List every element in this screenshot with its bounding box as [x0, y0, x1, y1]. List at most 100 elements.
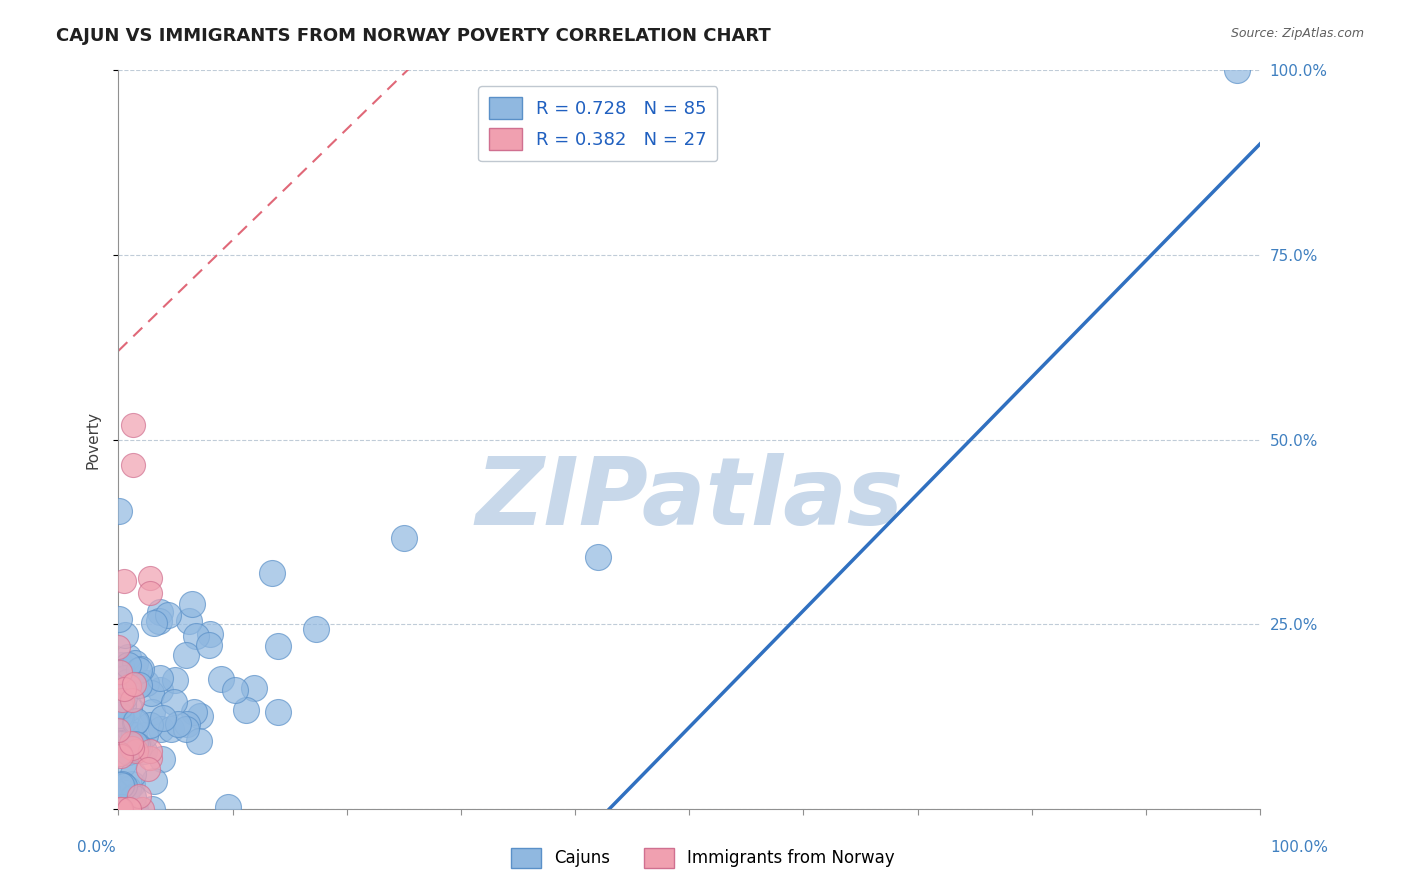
Point	[124, 802, 146, 816]
Point	[129, 662, 152, 676]
Point	[108, 707, 131, 722]
Point	[121, 693, 143, 707]
Point	[156, 607, 179, 622]
Point	[131, 802, 153, 816]
Point	[121, 776, 143, 790]
Point	[184, 629, 207, 643]
Point	[148, 614, 170, 628]
Point	[134, 728, 156, 742]
Point	[108, 747, 131, 761]
Point	[112, 574, 135, 589]
Point	[121, 740, 143, 755]
Point	[118, 802, 141, 816]
Point	[174, 648, 197, 662]
Point	[224, 682, 246, 697]
Y-axis label: Poverty: Poverty	[86, 410, 100, 468]
Point	[149, 671, 172, 685]
Point	[107, 723, 129, 737]
Point	[138, 585, 160, 599]
Point	[586, 549, 609, 564]
Point	[117, 650, 139, 665]
Point	[128, 789, 150, 804]
Point	[1226, 63, 1249, 78]
Point	[122, 728, 145, 742]
Point	[138, 750, 160, 764]
Point	[110, 802, 132, 816]
Point	[141, 802, 163, 816]
Point	[134, 744, 156, 758]
Point	[125, 739, 148, 753]
Point	[112, 779, 135, 793]
Point	[150, 752, 173, 766]
Point	[110, 699, 132, 714]
Point	[183, 705, 205, 719]
Point	[262, 566, 284, 580]
Point	[177, 614, 200, 628]
Point	[152, 711, 174, 725]
Point	[167, 717, 190, 731]
Point	[111, 777, 134, 791]
Point	[198, 639, 221, 653]
Point	[141, 686, 163, 700]
Point	[200, 626, 222, 640]
Point	[150, 722, 173, 736]
Point	[128, 739, 150, 754]
Point	[114, 671, 136, 685]
Point	[117, 700, 139, 714]
Point	[107, 640, 129, 655]
Point	[124, 715, 146, 730]
Point	[136, 762, 159, 776]
Point	[121, 789, 143, 804]
Point	[209, 673, 232, 687]
Point	[138, 718, 160, 732]
Point	[112, 682, 135, 697]
Point	[217, 800, 239, 814]
Point	[110, 778, 132, 792]
Point	[149, 683, 172, 698]
Point	[125, 743, 148, 757]
Point	[117, 781, 139, 796]
Point	[110, 710, 132, 724]
Point	[187, 733, 209, 747]
Point	[163, 673, 186, 688]
Point	[114, 628, 136, 642]
Legend: R = 0.728   N = 85, R = 0.382   N = 27: R = 0.728 N = 85, R = 0.382 N = 27	[478, 87, 717, 161]
Point	[124, 656, 146, 670]
Point	[118, 679, 141, 693]
Point	[115, 674, 138, 689]
Point	[124, 737, 146, 751]
Point	[124, 677, 146, 691]
Point	[108, 504, 131, 518]
Point	[117, 657, 139, 672]
Point	[112, 698, 135, 712]
Point	[115, 723, 138, 738]
Legend: Cajuns, Immigrants from Norway: Cajuns, Immigrants from Norway	[505, 841, 901, 875]
Point	[243, 681, 266, 695]
Point	[138, 744, 160, 758]
Point	[267, 639, 290, 653]
Point	[143, 615, 166, 630]
Point	[122, 417, 145, 432]
Point	[143, 774, 166, 789]
Point	[108, 665, 131, 679]
Point	[163, 695, 186, 709]
Text: Source: ZipAtlas.com: Source: ZipAtlas.com	[1230, 27, 1364, 40]
Point	[108, 802, 131, 816]
Point	[111, 693, 134, 707]
Point	[149, 606, 172, 620]
Point	[107, 612, 129, 626]
Point	[392, 531, 415, 545]
Text: CAJUN VS IMMIGRANTS FROM NORWAY POVERTY CORRELATION CHART: CAJUN VS IMMIGRANTS FROM NORWAY POVERTY …	[56, 27, 770, 45]
Point	[235, 703, 257, 717]
Point	[125, 714, 148, 728]
Point	[139, 571, 162, 585]
Point	[122, 766, 145, 780]
Point	[188, 708, 211, 723]
Point	[122, 802, 145, 816]
Point	[117, 802, 139, 816]
Point	[174, 722, 197, 736]
Point	[122, 458, 145, 473]
Point	[128, 663, 150, 677]
Text: ZIPatlas: ZIPatlas	[475, 452, 903, 545]
Text: 0.0%: 0.0%	[77, 840, 117, 855]
